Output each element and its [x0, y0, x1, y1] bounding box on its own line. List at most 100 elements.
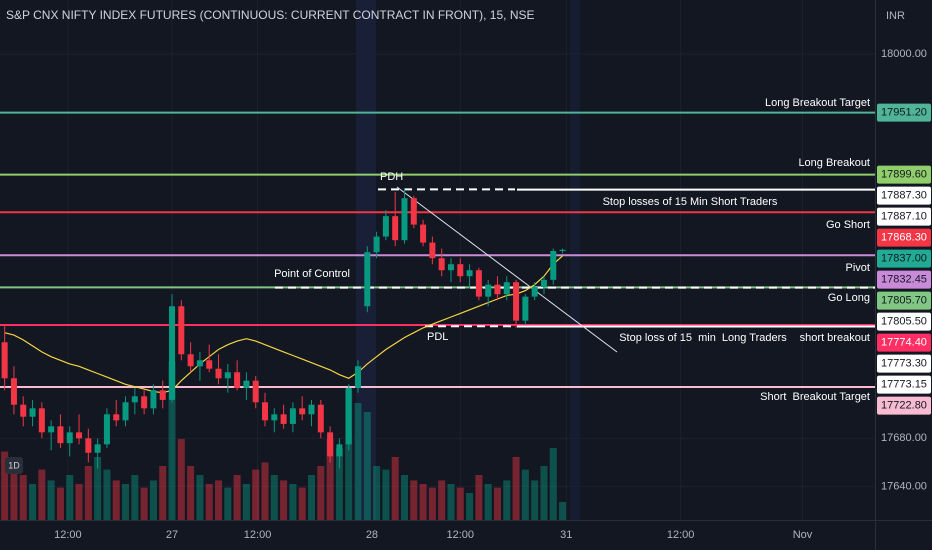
volume-bar — [187, 466, 195, 520]
candle-body — [559, 249, 566, 251]
candle-body — [131, 396, 138, 403]
y-tick-label: 17680.00 — [881, 432, 927, 444]
volume-bar — [280, 480, 288, 520]
interval-badge — [5, 457, 23, 474]
volume-bar — [298, 487, 306, 520]
candle-body — [531, 287, 538, 297]
price-tag-label: 17805.70 — [881, 295, 927, 307]
volume-bar — [447, 484, 455, 520]
candle-body — [29, 408, 36, 417]
price-tag-label: 17832.45 — [881, 274, 927, 286]
levels — [0, 111, 875, 388]
candle-body — [206, 360, 213, 369]
y-tick-label: 17640.00 — [881, 480, 927, 492]
volume-bar — [10, 466, 18, 520]
annotations: Long Breakout Target Long Breakout PDH Stop… — [274, 97, 870, 403]
interval-badge-label: 1D — [8, 460, 20, 470]
price-tag — [877, 249, 931, 268]
volume-bar — [549, 448, 557, 520]
x-tick-label: 12:00 — [54, 529, 82, 541]
price-tag — [877, 207, 931, 226]
volume-bar — [242, 484, 250, 520]
volume-bar — [29, 484, 37, 520]
annotation: Go Long — [828, 292, 870, 304]
volume-bar — [373, 466, 381, 520]
candle-body — [410, 198, 417, 225]
volume-bar — [1, 451, 9, 520]
volume-bar — [205, 484, 213, 520]
volume-bar — [177, 439, 185, 520]
price-tag-label: 17773.15 — [881, 379, 927, 391]
volume-bar — [233, 475, 241, 520]
candle-body — [252, 380, 259, 403]
candle-body — [475, 270, 482, 297]
volume-bar — [94, 457, 102, 520]
candle-body — [392, 216, 399, 241]
grid — [0, 0, 875, 520]
volume-bar — [112, 480, 120, 520]
volume-bar — [84, 466, 92, 520]
volume-bar — [363, 412, 371, 520]
annotation: short breakout — [800, 332, 870, 344]
chart-title: S&P CNX NIFTY INDEX FUTURES (CONTINUOUS:… — [6, 8, 535, 22]
annotation: Point of Control — [274, 268, 350, 280]
candle-body — [540, 279, 547, 288]
volume-bar — [391, 457, 399, 520]
price-tag-label: 17773.30 — [881, 358, 927, 370]
volume-bar — [131, 475, 139, 520]
price-tag — [877, 333, 931, 352]
candle-body — [1, 342, 8, 379]
x-tick-label: 28 — [366, 529, 378, 541]
candle-body — [141, 396, 148, 409]
price-tag — [877, 103, 931, 122]
x-tick-label: 31 — [560, 529, 572, 541]
volume-bar — [317, 466, 325, 520]
volume-bar — [215, 480, 223, 520]
price-tag — [877, 354, 931, 373]
volume-bar — [419, 484, 427, 520]
volume-bar — [289, 484, 297, 520]
candle-body — [66, 432, 73, 444]
volume-bar — [503, 480, 511, 520]
volume-bar — [484, 484, 492, 520]
price-tag-label: 17951.20 — [881, 107, 927, 119]
volume-bar — [75, 484, 83, 520]
y-tick-label: 18000.00 — [881, 48, 927, 60]
candle-body — [271, 414, 278, 421]
candle-body — [85, 438, 92, 453]
candle-body — [447, 264, 454, 271]
price-tag-label: 17805.50 — [881, 316, 927, 328]
volume-bar — [354, 403, 362, 520]
candle-body — [10, 378, 17, 405]
candle-body — [382, 216, 389, 237]
annotation: Go Short — [826, 219, 870, 231]
candle-body — [336, 444, 343, 457]
annotation: Long Breakout — [798, 157, 870, 169]
volume-bar — [512, 457, 520, 520]
candle-body — [513, 282, 520, 321]
volume-bar — [559, 502, 567, 520]
candle-body — [429, 242, 436, 259]
currency-label: INR — [886, 10, 905, 22]
price-tag — [877, 228, 931, 247]
volume-bar — [196, 475, 204, 520]
volume-bar — [466, 493, 474, 520]
candle-body — [234, 372, 241, 388]
volume-bar — [56, 487, 64, 520]
candle-body — [196, 360, 203, 367]
candle-body — [280, 414, 287, 424]
volume-bar — [252, 469, 260, 520]
price-tag — [877, 396, 931, 415]
volume-bar — [66, 475, 74, 520]
candles — [1, 188, 566, 469]
volume-bar — [456, 487, 464, 520]
candle-body — [327, 432, 334, 457]
candle-body — [262, 402, 269, 421]
volume-bar — [428, 487, 436, 520]
candle-body — [113, 414, 120, 421]
price-tag — [877, 312, 931, 331]
annotation: Long Breakout Target — [765, 97, 870, 109]
candle-body — [103, 414, 110, 445]
price-tag — [877, 291, 931, 310]
